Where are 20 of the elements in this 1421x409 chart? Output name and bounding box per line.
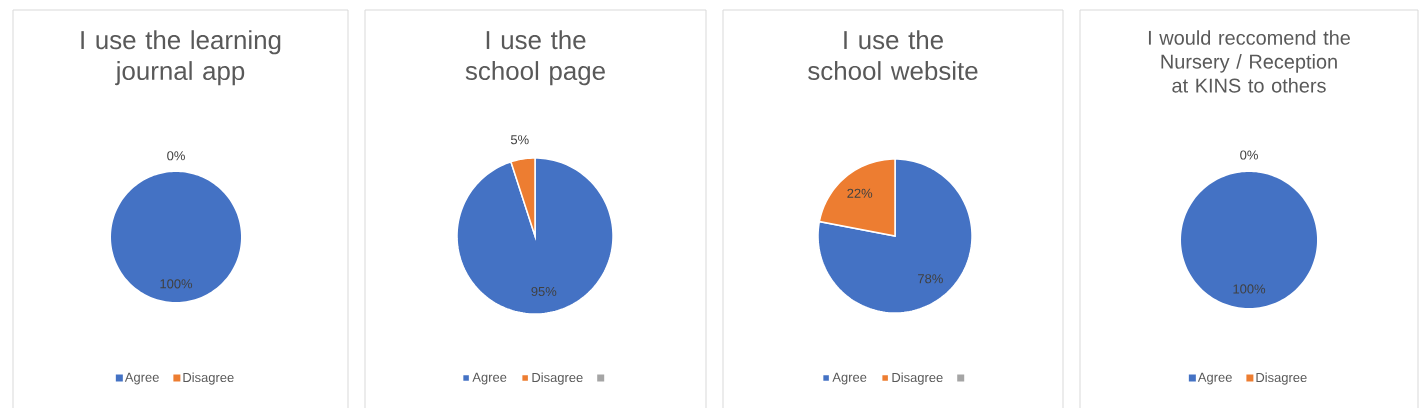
data-label: 100% bbox=[1233, 284, 1266, 294]
chart-title: I use the school page bbox=[465, 30, 605, 86]
chart-title: I use the school website bbox=[808, 30, 978, 81]
data-label: 95% bbox=[531, 287, 557, 297]
legend-label: Disagree bbox=[532, 372, 583, 385]
text: 0% bbox=[167, 151, 185, 161]
data-label: 78% bbox=[918, 274, 943, 284]
legend-label: Agree bbox=[472, 373, 507, 385]
legend-label: Agree bbox=[1197, 373, 1232, 385]
chart-title: I would reccomend the Nursery / Reception at KINS to others bbox=[1148, 30, 1350, 93]
data-label: 5% bbox=[510, 135, 529, 145]
data-label: 100% bbox=[160, 279, 193, 289]
data-label: 22% bbox=[847, 188, 873, 199]
chart-title: I use the learning journal app bbox=[81, 30, 281, 86]
text: 0% bbox=[1240, 150, 1258, 160]
legend-label: Agree bbox=[832, 373, 867, 385]
legend-label: Agree bbox=[124, 373, 159, 385]
legend-label: Disagree bbox=[1256, 372, 1307, 385]
legend-label: Disagree bbox=[183, 372, 234, 385]
legend-label: Disagree bbox=[892, 372, 943, 385]
